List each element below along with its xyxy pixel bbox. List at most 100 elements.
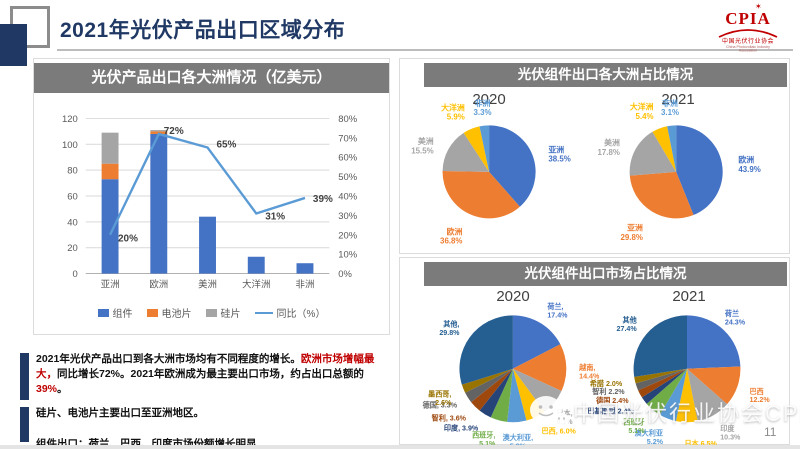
wechat-icon <box>530 396 570 427</box>
note-paragraph-1: 2021年光伏产品出口到各大洲市场均有不同程度的增长。欧洲市场增幅最大，同比增长… <box>36 353 375 396</box>
svg-text:120: 120 <box>62 114 78 125</box>
market-pie-charts: 荷兰,17.4%越南,14.4%日本,8.1%巴西, 6.0%澳大利亚,5.8%… <box>422 302 771 449</box>
legend-label: 组件 <box>112 309 133 320</box>
svg-text:39%: 39% <box>313 194 333 205</box>
logo-cn-text: 中国光伏行业协会 <box>721 38 774 45</box>
panel-bar-chart: 光伏产品出口各大洲情况（亿美元） 0 20 40 60 80 100 120 0% 10% 20%… <box>33 58 390 335</box>
year-label-2020: 2020 <box>496 288 530 305</box>
svg-text:20%: 20% <box>118 234 138 245</box>
logo-arch-icon <box>718 28 778 38</box>
svg-text:40: 40 <box>67 217 78 228</box>
svg-text:0%: 0% <box>338 269 352 280</box>
svg-text:美洲: 美洲 <box>198 278 217 290</box>
legend-swatch <box>205 308 217 317</box>
bar-line-chart: 0 20 40 60 80 100 120 0% 10% 20% 30% 40% 50% 60% 70% 80… <box>62 114 358 291</box>
slide-title: 2021年光伏产品出口区域分布 <box>60 19 346 42</box>
legend-swatch <box>146 308 158 317</box>
panel-title-continent-pies: 光伏组件出口各大洲占比情况 <box>424 63 787 87</box>
chart-legend: 组件 电池片 硅片 同比（%） <box>34 305 389 320</box>
legend-item: 硅片 <box>205 305 241 320</box>
svg-text:30%: 30% <box>338 211 357 222</box>
year-label-2021: 2021 <box>661 91 695 108</box>
svg-text:80: 80 <box>67 166 78 177</box>
svg-text:100: 100 <box>62 140 78 151</box>
watermark: 中国光伏行业协会CPIA <box>528 392 800 432</box>
legend-label: 电池片 <box>161 309 192 320</box>
note-paragraph-3: 组件出口：荷兰、巴西、印度市场份额增长明显 <box>36 437 257 449</box>
svg-text:非洲3.1%: 非洲 3.1% <box>661 98 679 117</box>
svg-text:20: 20 <box>67 243 78 254</box>
svg-text:智利, 3.6%: 智利, 3.6% <box>432 414 467 423</box>
slide-bottom-edge <box>0 445 800 449</box>
legend-item: 同比（%） <box>254 305 326 320</box>
svg-text:德国 2.4%: 德国 2.4% <box>595 396 629 405</box>
svg-text:10%: 10% <box>338 250 357 261</box>
note-paragraph-2: 硅片、电池片主要出口至亚洲地区。 <box>36 406 204 419</box>
logo-star-icon: ✶ <box>755 2 762 11</box>
svg-text:印度, 3.9%: 印度, 3.9% <box>444 423 479 432</box>
svg-text:越南,14.4%: 越南, 14.4% <box>578 363 600 380</box>
svg-text:60%: 60% <box>338 153 357 164</box>
svg-text:大洋洲: 大洋洲 <box>242 278 270 290</box>
legend-label: 同比（%） <box>276 309 326 320</box>
continent-pie-charts: 亚洲 38.5% 欧洲 36.8% 美洲 15.5% 大洋洲 5.9% 非洲 3.3% 欧洲 43.9… <box>411 98 761 246</box>
svg-text:西班牙,5.1%: 西班牙,5.1% <box>472 431 496 448</box>
legend-item: 电池片 <box>146 305 192 320</box>
page-number: 11 <box>764 425 777 439</box>
svg-text:非洲3.3%: 非洲 3.3% <box>474 98 492 117</box>
svg-text:60: 60 <box>67 191 78 202</box>
logo-en-text: China Photovoltaic Industry Association <box>726 44 770 53</box>
legend-label: 硅片 <box>220 309 241 320</box>
legend-swatch <box>97 308 109 317</box>
svg-text:德国, 3.3%: 德国, 3.3% <box>422 400 458 409</box>
svg-text:非洲: 非洲 <box>296 278 315 290</box>
panel-title-market-pies: 光伏组件出口市场占比情况 <box>424 262 787 286</box>
svg-text:巴基斯坦 2.4%: 巴基斯坦 2.4% <box>587 406 634 415</box>
year-label-2021: 2021 <box>672 288 706 305</box>
svg-text:巴西, 6.0%: 巴西, 6.0% <box>541 428 576 436</box>
svg-text:其他,29.8%: 其他, 29.8% <box>439 320 460 337</box>
panel-continent-pies: 光伏组件出口各大洲占比情况 2020 2021 亚洲 38.5% 欧洲 36.8% 美洲… <box>399 58 790 254</box>
header-divider <box>57 49 793 51</box>
svg-text:65%: 65% <box>216 140 236 151</box>
svg-text:墨西哥,2.6%: 墨西哥, 2.6% <box>428 390 452 407</box>
svg-text:20%: 20% <box>338 230 357 241</box>
svg-text:31%: 31% <box>265 211 285 222</box>
decor-square-navy <box>0 24 27 66</box>
note-accent-bar <box>20 353 29 400</box>
watermark-text: 中国光伏行业协会CPIA <box>573 401 800 426</box>
svg-text:智利 2.2%: 智利 2.2% <box>592 387 625 396</box>
svg-text:80%: 80% <box>338 114 357 125</box>
panel-title-bar-chart: 光伏产品出口各大洲情况（亿美元） <box>34 63 389 93</box>
svg-text:荷兰,17.4%: 荷兰, 17.4% <box>546 302 568 319</box>
year-label-2020: 2020 <box>472 91 506 108</box>
svg-text:欧洲: 欧洲 <box>149 278 168 290</box>
svg-text:亚洲: 亚洲 <box>101 279 120 290</box>
panel-market-pies: 光伏组件出口市场占比情况 2020 2021 荷兰,17.4% 越南,14.4% 日… <box>399 257 790 449</box>
cpia-logo: ✶ CPIA 中国光伏行业协会 China Photovoltaic Indus… <box>714 2 782 54</box>
svg-text:日本 6.5%: 日本 6.5% <box>684 439 717 448</box>
svg-text:72%: 72% <box>164 126 184 137</box>
note-accent-bar <box>20 407 29 442</box>
legend-item: 组件 <box>97 305 133 320</box>
legend-swatch <box>254 311 273 314</box>
svg-text:0: 0 <box>73 269 78 280</box>
svg-text:50%: 50% <box>338 172 357 183</box>
svg-text:70%: 70% <box>338 133 357 144</box>
logo-abbr-text: CPIA <box>725 9 771 28</box>
